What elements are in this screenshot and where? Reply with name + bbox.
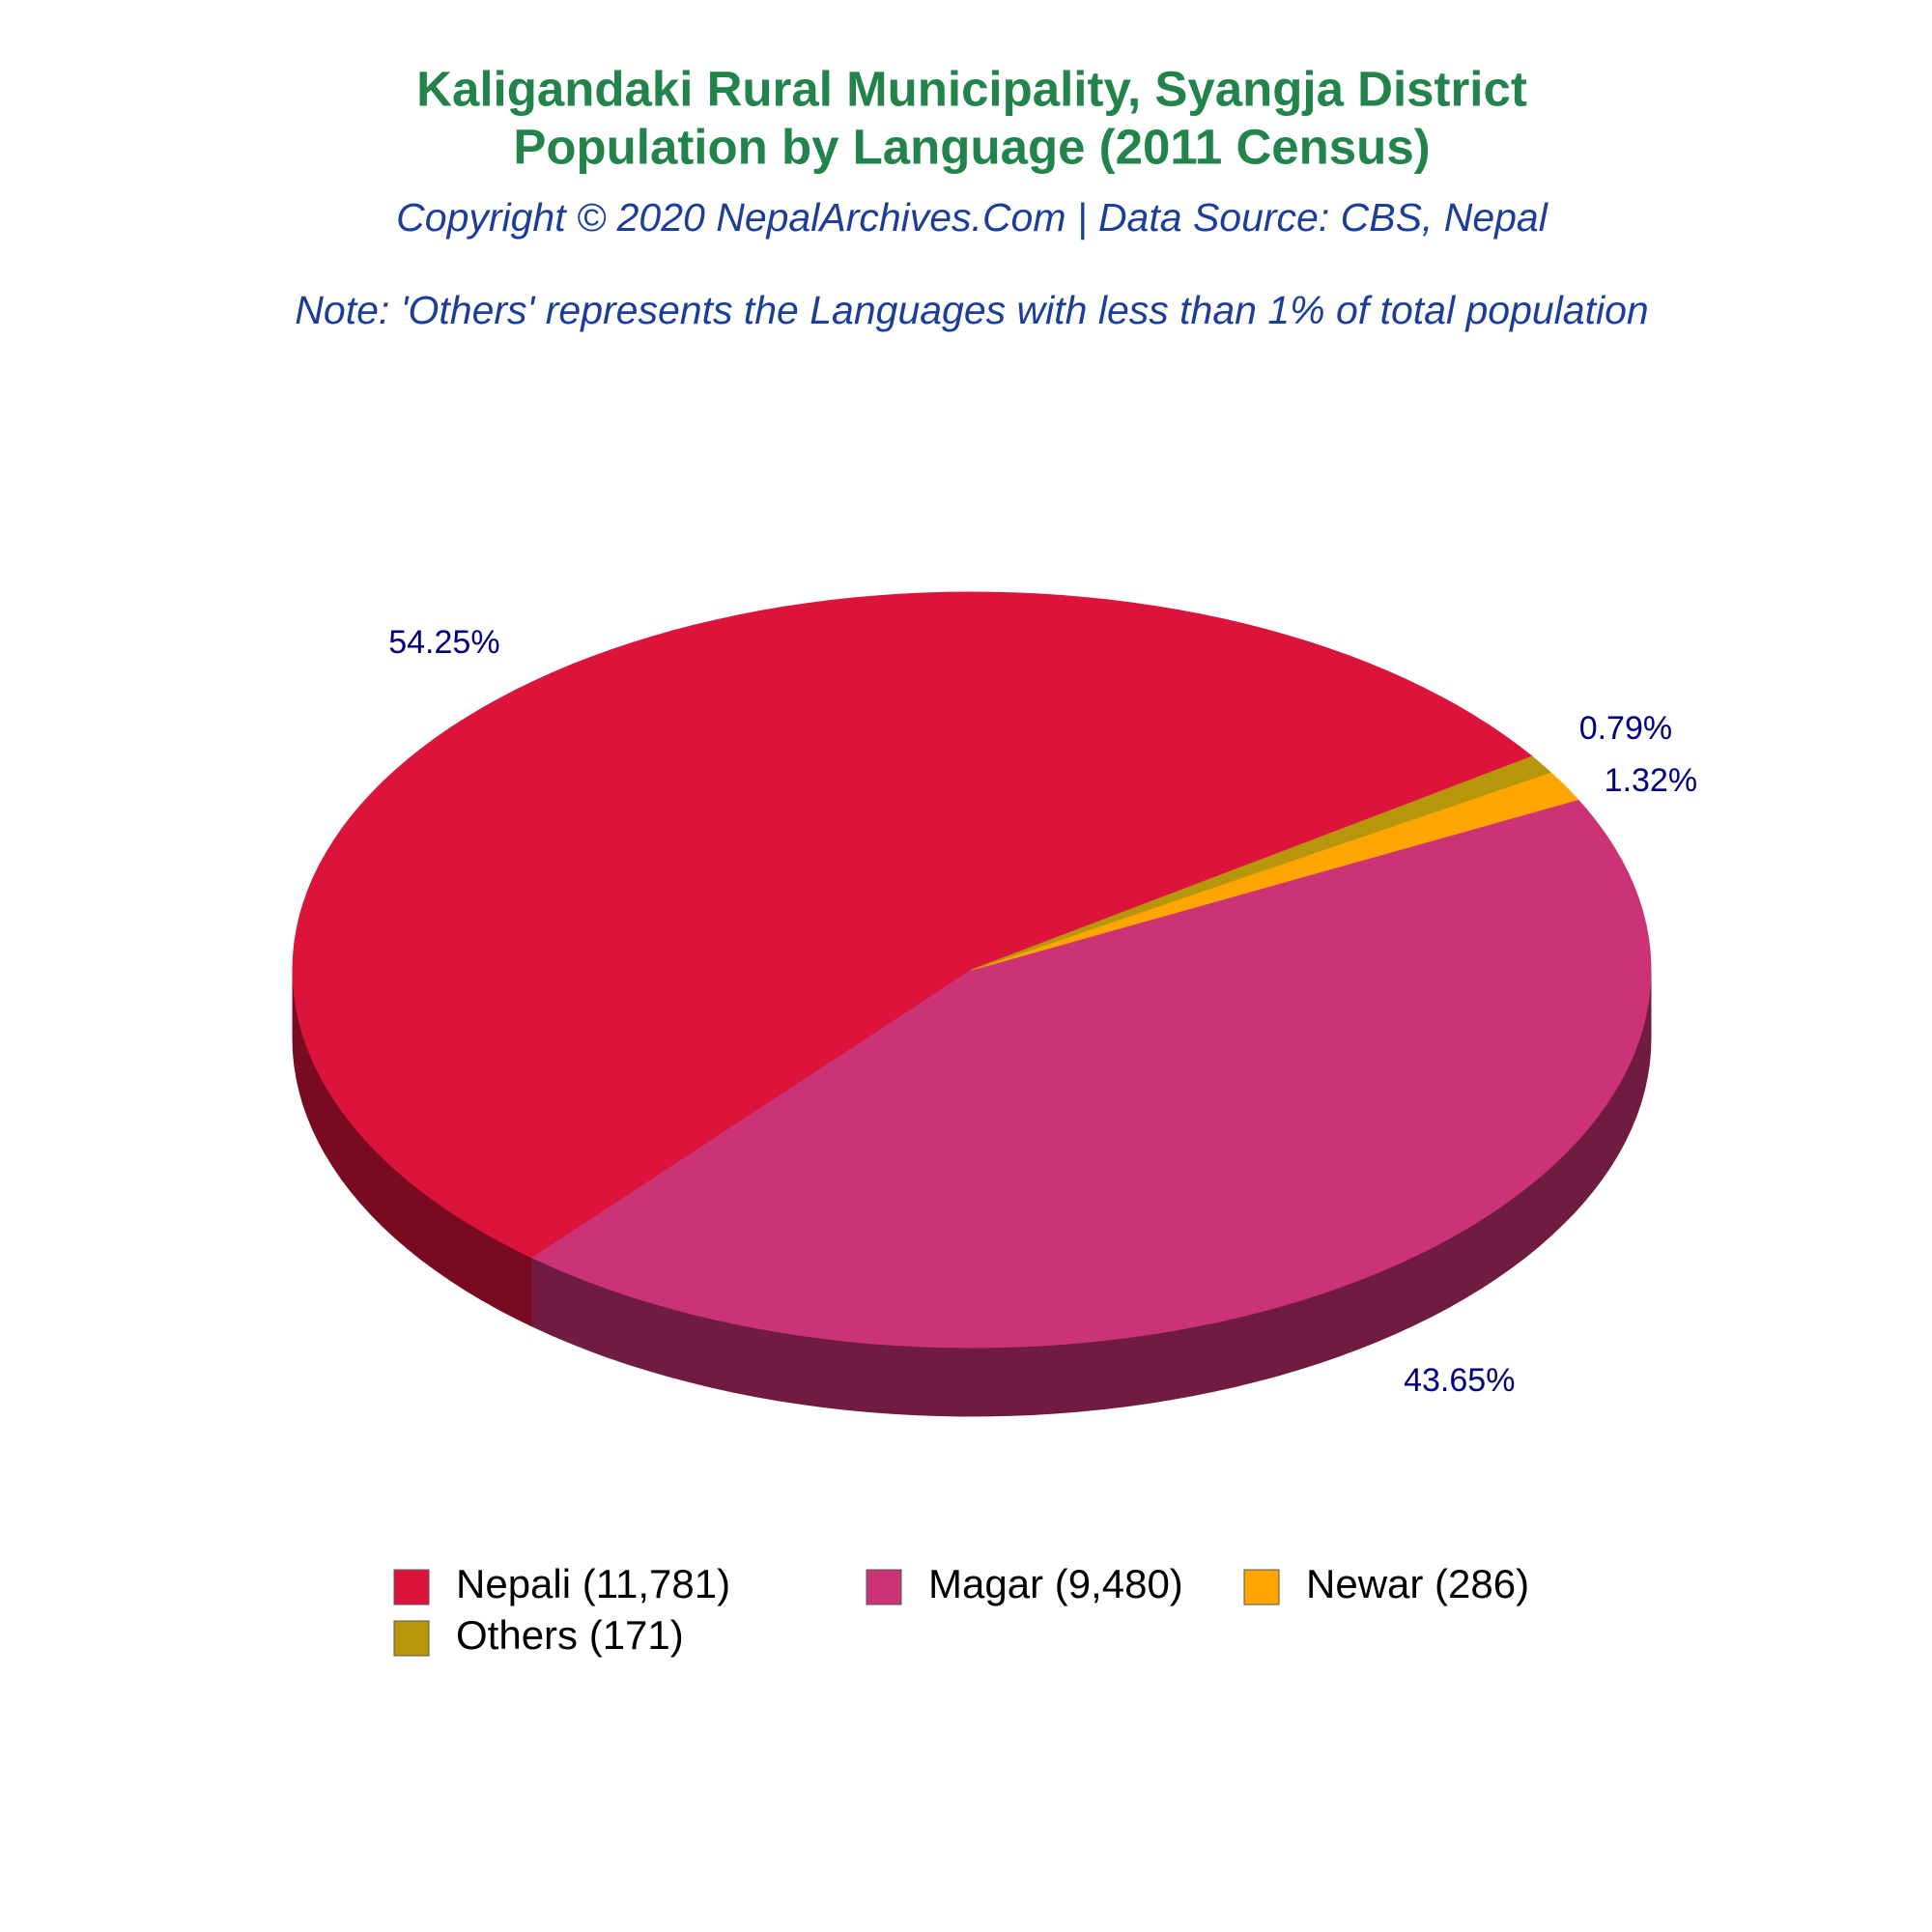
data-label: 1.32% — [1605, 762, 1697, 799]
chart-note: Note: 'Others' represents the Languages … — [295, 288, 1648, 332]
chart-subtitle: Copyright © 2020 NepalArchives.Com | Dat… — [396, 195, 1549, 240]
chart-title: Population by Language (2011 Census) — [513, 119, 1430, 174]
legend-label: Newar (286) — [1306, 1561, 1529, 1606]
data-label: 54.25% — [388, 624, 499, 661]
chart-title: Kaligandaki Rural Municipality, Syangja … — [416, 61, 1527, 116]
legend-label: Magar (9,480) — [928, 1561, 1183, 1606]
legend-label: Nepali (11,781) — [456, 1561, 730, 1606]
legend-swatch — [393, 1569, 430, 1605]
slice — [531, 799, 1652, 1349]
legend-swatch — [1243, 1569, 1280, 1605]
legend-swatch — [393, 1620, 430, 1657]
legend-swatch — [866, 1569, 902, 1605]
data-label: 43.65% — [1404, 1362, 1515, 1399]
slice — [971, 755, 1551, 971]
slice — [292, 591, 1534, 1259]
data-label: 0.79% — [1579, 710, 1672, 747]
legend-label: Others (171) — [456, 1612, 684, 1658]
